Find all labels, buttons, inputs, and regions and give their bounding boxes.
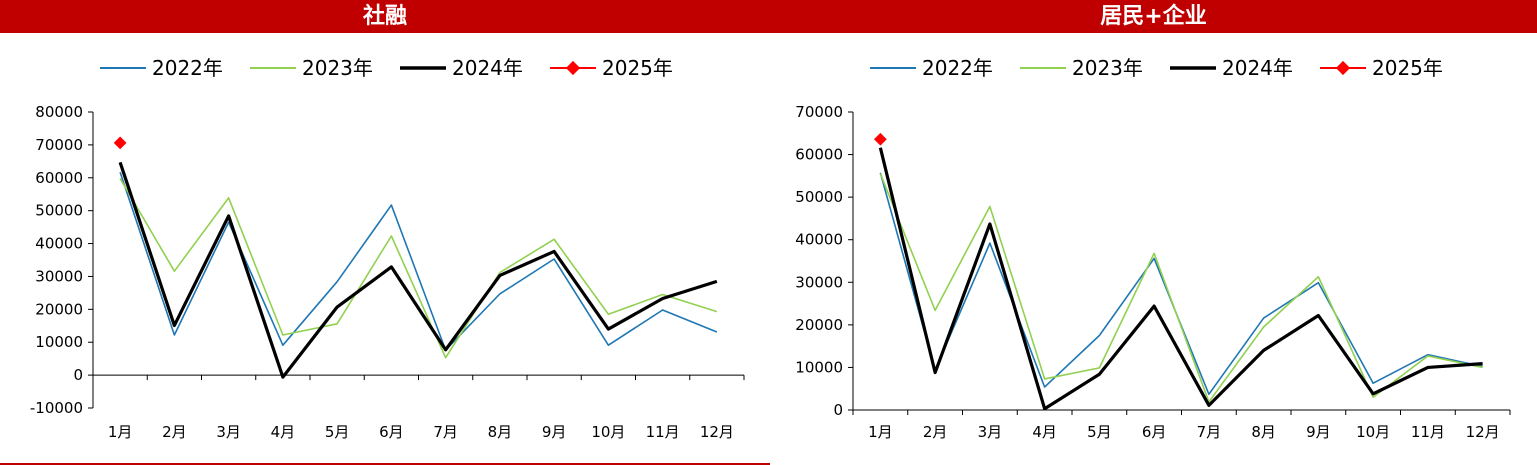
- y-tick-label: 50000: [35, 202, 83, 220]
- y-tick-label: 20000: [35, 300, 83, 318]
- y-tick-label: 40000: [795, 231, 843, 249]
- legend-label: 2022年: [152, 56, 223, 80]
- y-tick-label: 30000: [35, 267, 83, 285]
- line-chart: 2022年 2023年 2024年 2025年 -10000 0 10000 20000 300…: [30, 56, 745, 441]
- x-tick-label: 9月: [1306, 423, 1331, 441]
- y-tick-label: 20000: [795, 316, 843, 334]
- chart-title: 社融: [0, 0, 770, 33]
- legend: 2022年 2023年 2024年 2025年: [870, 56, 1443, 80]
- x-tick-label: 7月: [1197, 423, 1222, 441]
- series-line: [878, 147, 1483, 411]
- y-tick-label: 10000: [35, 333, 83, 351]
- legend-marker: [565, 60, 581, 76]
- x-tick-label: 3月: [216, 423, 241, 441]
- data-point: [874, 132, 887, 146]
- x-tick-label: 11月: [1411, 423, 1445, 441]
- y-tick-label: 80000: [35, 103, 83, 121]
- x-tick-label: 7月: [433, 423, 458, 441]
- x-tick-label: 8月: [488, 423, 513, 441]
- y-tick-label: 70000: [795, 103, 843, 121]
- legend-item: 2024年: [1170, 56, 1293, 80]
- legend-item: 2024年: [400, 56, 523, 80]
- x-tick-label: 4月: [271, 423, 296, 441]
- chart-title: 居民+企业: [770, 0, 1537, 33]
- x-tick-label: 4月: [1032, 423, 1057, 441]
- y-tick-label: 30000: [795, 273, 843, 291]
- x-tick-label: 9月: [542, 423, 567, 441]
- bottom-divider: [0, 463, 770, 465]
- y-tick-label: 0: [73, 366, 83, 384]
- series-line: [879, 172, 1483, 396]
- series-line: [118, 161, 718, 379]
- legend-item: 2022年: [870, 56, 993, 80]
- x-tick-label: 1月: [868, 423, 893, 441]
- y-tick-label: 60000: [795, 146, 843, 164]
- legend: 2022年 2023年 2024年 2025年: [100, 56, 673, 80]
- legend-item: 2025年: [1320, 56, 1443, 80]
- legend-item: 2025年: [550, 56, 673, 80]
- x-tick-label: 10月: [1356, 423, 1390, 441]
- y-tick-label: 10000: [795, 358, 843, 376]
- y-tick-label: 60000: [35, 169, 83, 187]
- x-tick-label: 6月: [1142, 423, 1167, 441]
- y-tick-label: 50000: [795, 188, 843, 206]
- x-tick-label: 8月: [1251, 423, 1276, 441]
- series-line: [119, 178, 718, 359]
- legend-item: 2023年: [1020, 56, 1143, 80]
- legend-label: 2024年: [1222, 56, 1293, 80]
- legend-label: 2024年: [452, 56, 523, 80]
- chart-panel-social-financing: 社融 2022年 2023年 2024年 2025年 -10000 0 10000 20000…: [0, 0, 770, 465]
- series-line: [119, 171, 718, 351]
- x-tick-label: 12月: [700, 423, 734, 441]
- x-tick-label: 5月: [1087, 423, 1112, 441]
- x-tick-label: 6月: [379, 423, 404, 441]
- legend-item: 2022年: [100, 56, 223, 80]
- x-tick-label: 2月: [923, 423, 948, 441]
- x-tick-label: 3月: [978, 423, 1003, 441]
- y-tick-label: 0: [833, 401, 843, 419]
- legend-label: 2022年: [922, 56, 993, 80]
- y-tick-label: 70000: [35, 136, 83, 154]
- legend-label: 2023年: [1072, 56, 1143, 80]
- x-tick-label: 1月: [108, 423, 133, 441]
- data-point: [113, 136, 127, 150]
- x-tick-label: 2月: [162, 423, 187, 441]
- x-tick-label: 5月: [325, 423, 350, 441]
- x-tick-label: 11月: [646, 423, 680, 441]
- legend-marker: [1335, 60, 1351, 76]
- legend-item: 2023年: [250, 56, 373, 80]
- legend-label: 2025年: [1372, 56, 1443, 80]
- x-tick-label: 10月: [591, 423, 625, 441]
- y-tick-label: 40000: [35, 235, 83, 253]
- x-tick-label: 12月: [1466, 423, 1500, 441]
- legend-label: 2023年: [302, 56, 373, 80]
- y-tick-label: -10000: [30, 399, 83, 417]
- chart-panel-household-enterprise: 居民+企业 2022年 2023年 2024年 2025年 0 10000 20000 300…: [770, 0, 1537, 465]
- legend-label: 2025年: [602, 56, 673, 80]
- line-chart: 2022年 2023年 2024年 2025年 0 10000 20000 30000 4000…: [795, 56, 1511, 441]
